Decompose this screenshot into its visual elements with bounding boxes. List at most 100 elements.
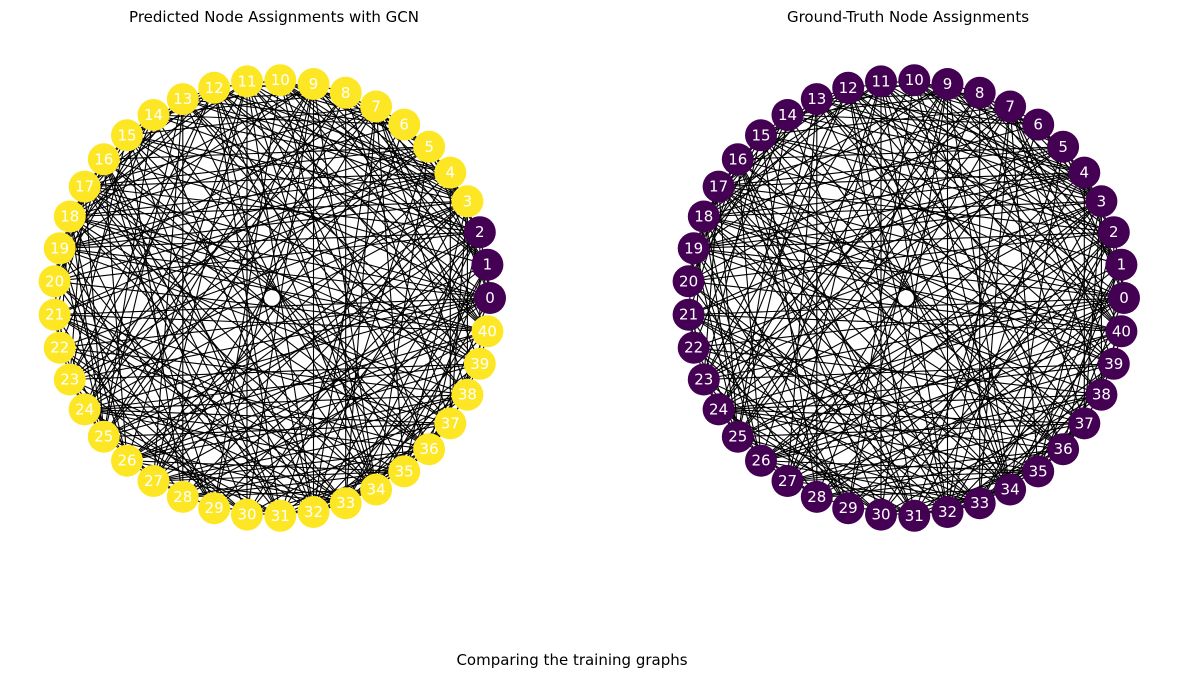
graph-edge [703, 297, 1125, 381]
graph-node-label: 35 [1029, 462, 1048, 480]
graph-node-label: 28 [173, 488, 192, 506]
graph-node-circle [702, 393, 735, 426]
graph-node: 16 [721, 143, 754, 176]
graph-edge [313, 470, 405, 513]
graph-edge [84, 186, 347, 504]
graph-edge [54, 314, 488, 332]
graph-edge [737, 159, 849, 509]
graph-edge [84, 186, 377, 490]
graph-edge [246, 81, 488, 332]
graph-node-label: 25 [94, 428, 113, 446]
graph-node-label: 30 [237, 506, 256, 524]
graph-edge [816, 98, 1085, 424]
graph-node-label: 32 [938, 503, 957, 521]
graph-edge [280, 488, 377, 517]
graph-node-label: 21 [45, 306, 64, 324]
graph-node-label: 19 [684, 239, 703, 257]
graph-edge [69, 215, 491, 299]
graph-edge [246, 80, 468, 202]
graph-node: 38 [1085, 378, 1118, 411]
graph-node-label: 6 [399, 116, 409, 134]
graph-edge [688, 146, 1064, 316]
graph-node: 8 [329, 76, 362, 109]
graph-node-circle [463, 216, 496, 249]
graph-edge [153, 297, 491, 482]
graph-node: 26 [745, 444, 777, 477]
graph-edge [69, 124, 405, 218]
graph-node-circle [463, 347, 496, 380]
graph-edge [913, 363, 1115, 517]
graph-edge [693, 200, 1102, 349]
graph-edge [688, 314, 1011, 490]
graph-edge [760, 135, 915, 517]
graph-edge [69, 378, 346, 504]
graph-edge [737, 159, 882, 515]
graph-node-circle [931, 68, 964, 100]
graph-edge [718, 408, 1039, 472]
graph-edge [246, 81, 481, 365]
graph-node-circle [745, 119, 777, 152]
graph-node: 30 [865, 498, 897, 531]
graph-node-circle [1105, 248, 1138, 281]
graph-edge [718, 408, 1064, 450]
graph-node-label: 22 [684, 339, 703, 357]
graph-edge [153, 124, 405, 482]
graph-node: 24 [702, 393, 735, 426]
graph-node-label: 13 [807, 90, 826, 108]
graph-node-label: 1 [483, 256, 493, 274]
graph-node: 22 [43, 331, 76, 364]
graph-edge [737, 146, 1064, 160]
graph-node: 27 [137, 465, 170, 497]
graph-edge [847, 297, 1125, 509]
graph-node-label: 18 [60, 208, 79, 226]
graph-edge [703, 378, 980, 504]
graph-edge [84, 146, 430, 410]
graph-edge [84, 186, 491, 299]
graph-edge [737, 92, 981, 438]
graph-edge [787, 114, 1039, 126]
graph-edge [1009, 106, 1039, 472]
graph-node: 38 [451, 378, 484, 411]
graph-edge [688, 280, 849, 509]
graph-node-circle [677, 232, 710, 265]
graph-edge [880, 80, 1122, 266]
graph-node: 13 [800, 83, 833, 116]
graph-edge [786, 81, 882, 482]
graph-node-circle [963, 487, 996, 520]
graph-node-label: 31 [271, 507, 290, 525]
graph-node-circle [413, 433, 446, 466]
graph-node: 1 [471, 248, 504, 281]
graph-node-label: 11 [237, 72, 256, 90]
graph-edge [787, 200, 1102, 482]
graph-edge [103, 159, 215, 509]
graph-edge [816, 98, 1085, 174]
graph-node-label: 20 [45, 272, 64, 290]
graph-edge [313, 330, 488, 513]
graph-edge [947, 470, 1039, 513]
graph-edge [182, 98, 468, 396]
graph-edge [1037, 124, 1102, 202]
graph-edge [1009, 106, 1115, 365]
graph-node: 27 [771, 465, 804, 497]
graph-node-label: 17 [709, 178, 728, 196]
graph-node: 7 [360, 90, 393, 123]
graph-edge [182, 98, 451, 174]
graph-node: 12 [832, 71, 865, 104]
graph-edge [54, 146, 430, 316]
graph-edge [84, 186, 480, 233]
graph-edge [345, 92, 451, 424]
graph-node-label: 37 [1075, 414, 1094, 432]
graph-edge [760, 231, 1115, 462]
graph-node-circle [865, 498, 897, 531]
graph-edge [126, 200, 468, 462]
graph-node: 24 [68, 393, 101, 426]
graph-edge [1062, 232, 1115, 450]
graph-node-circle [434, 407, 467, 440]
graph-edge [69, 363, 480, 381]
graph-edge [153, 106, 377, 482]
graph-node-circle [231, 65, 263, 98]
graph-node-circle [994, 473, 1027, 506]
graph-edge [103, 159, 128, 461]
graph-nodes: 0123456789101112131415161718192021222324… [672, 64, 1140, 532]
graph-edge [84, 87, 215, 410]
